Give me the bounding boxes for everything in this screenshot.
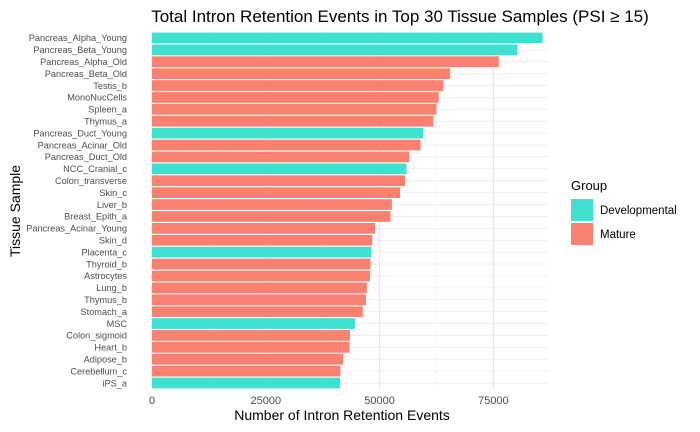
legend: Group Developmental Mature bbox=[571, 178, 677, 245]
y-tick-label: Pancreas_Beta_Old bbox=[45, 69, 127, 79]
y-tick-label: Pancreas_Beta_Young bbox=[33, 45, 127, 55]
y-tick-label: Thymus_a bbox=[84, 116, 128, 126]
y-tick-label: Lung_b bbox=[96, 283, 127, 293]
y-tick-label: Skin_d bbox=[99, 235, 127, 245]
x-tick-label: 75000 bbox=[478, 395, 509, 407]
bar bbox=[152, 80, 444, 91]
y-tick-label: Adipose_b bbox=[84, 354, 127, 364]
bar bbox=[152, 32, 543, 44]
y-tick-label: Testis_b bbox=[93, 81, 127, 91]
y-tick-label: iPS_a bbox=[102, 378, 127, 388]
bar bbox=[152, 44, 518, 56]
bar bbox=[152, 103, 437, 115]
x-tick-label: 25000 bbox=[250, 395, 281, 407]
bar bbox=[152, 365, 341, 377]
bar bbox=[152, 92, 439, 103]
bar bbox=[152, 115, 434, 127]
bar bbox=[152, 341, 350, 353]
bar bbox=[152, 294, 366, 306]
y-axis-title: Tissue Sample bbox=[7, 165, 23, 257]
y-tick-label: Cerebellum_c bbox=[70, 366, 127, 376]
legend-swatch bbox=[571, 223, 593, 245]
legend-label: Mature bbox=[600, 229, 636, 241]
bar bbox=[152, 68, 451, 80]
bar bbox=[152, 151, 410, 163]
y-tick-label: Spleen_a bbox=[88, 105, 128, 115]
y-tick-label: Astrocytes bbox=[84, 271, 127, 281]
y-tick-label: Skin_c bbox=[99, 188, 127, 198]
y-tick-label: Pancreas_Alpha_Old bbox=[40, 57, 127, 67]
bar bbox=[152, 246, 372, 258]
bar bbox=[152, 282, 367, 294]
y-tick-label: Pancreas_Duct_Old bbox=[45, 152, 127, 162]
y-tick-label: Pancreas_Duct_Young bbox=[33, 128, 127, 138]
bar bbox=[152, 222, 376, 234]
y-tick-label: MSC bbox=[107, 319, 128, 329]
bar bbox=[152, 211, 391, 222]
bar bbox=[152, 163, 407, 175]
y-tick-labels: Pancreas_Alpha_Young Pancreas_Beta_Young P… bbox=[26, 33, 128, 388]
bar bbox=[152, 127, 424, 139]
y-tick-label: Breast_Epith_a bbox=[64, 212, 128, 222]
y-tick-label: Pancreas_Alpha_Young bbox=[29, 33, 127, 43]
bar bbox=[152, 353, 344, 365]
bar bbox=[152, 175, 406, 187]
y-tick-label: Colon_sigmoid bbox=[66, 331, 127, 341]
bar bbox=[152, 377, 340, 389]
bar bbox=[152, 258, 371, 270]
y-tick-label: Placenta_c bbox=[82, 247, 128, 257]
bar bbox=[152, 318, 356, 329]
y-tick-label: Thyroid_b bbox=[86, 259, 127, 269]
y-tick-label: NCC_Cranial_c bbox=[63, 164, 127, 174]
bar bbox=[152, 330, 350, 341]
bar bbox=[152, 56, 499, 68]
chart-title: Total Intron Retention Events in Top 30 … bbox=[151, 7, 649, 26]
bar bbox=[152, 187, 401, 199]
y-tick-label: MonoNucCells bbox=[67, 93, 127, 103]
legend-swatch bbox=[571, 199, 593, 221]
y-tick-label: Pancreas_Acinar_Young bbox=[26, 224, 127, 234]
bar bbox=[152, 306, 363, 318]
y-tick-label: Colon_transverse bbox=[55, 176, 127, 186]
x-tick-label: 0 bbox=[149, 395, 155, 407]
y-tick-label: Liver_b bbox=[97, 200, 127, 210]
y-tick-label: Thymus_b bbox=[84, 295, 127, 305]
bars bbox=[152, 32, 543, 389]
bar bbox=[152, 270, 371, 282]
bar bbox=[152, 199, 392, 210]
x-tick-label: 50000 bbox=[364, 395, 395, 407]
y-tick-label: Stomach_a bbox=[81, 307, 128, 317]
x-axis-title: Number of Intron Retention Events bbox=[234, 407, 450, 423]
y-tick-label: Pancreas_Acinar_Old bbox=[38, 140, 127, 150]
legend-label: Developmental bbox=[600, 205, 677, 217]
bar bbox=[152, 234, 373, 246]
x-tick-labels: 0 25000 50000 75000 bbox=[149, 395, 509, 407]
bar bbox=[152, 139, 421, 151]
y-tick-label: Heart_b bbox=[94, 343, 127, 353]
legend-title: Group bbox=[571, 178, 607, 193]
